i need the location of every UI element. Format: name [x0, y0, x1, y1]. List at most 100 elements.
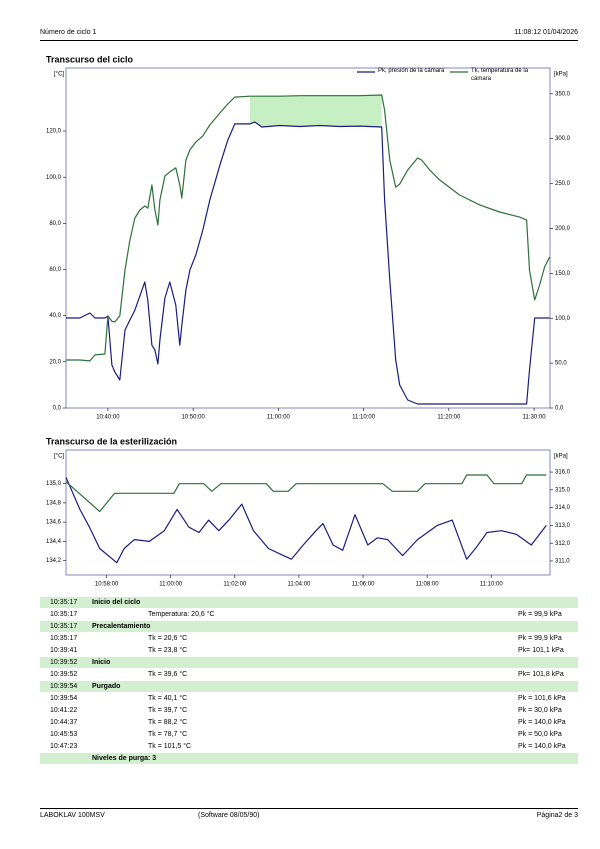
y-tick-label: 0,0 [53, 406, 62, 412]
x-tick-label: 11:20:00 [437, 415, 461, 421]
header-rule [40, 40, 578, 41]
x-tick-label: 10:40:00 [96, 415, 120, 421]
legend-label: Tk, temperatura de la cámara [471, 68, 529, 82]
y-tick-label: 120,0 [46, 129, 62, 135]
row-temperature: Tk = 39,7 °C [148, 707, 188, 714]
section-bar [40, 597, 578, 608]
row-pressure: Pk = 30,0 kPa [518, 707, 562, 714]
row-pressure: Pk = 140,0 kPa [518, 743, 566, 750]
plot-frame [65, 67, 551, 409]
y2-axis-unit: [kPa] [554, 72, 568, 78]
section-bar [40, 621, 578, 632]
row-time: 10:35:17 [50, 635, 78, 642]
row-time: 10:41:22 [50, 707, 78, 714]
purge-summary: Niveles de purga: 3 [92, 755, 157, 762]
legend-entry: Pk, presión de la cámara [378, 68, 445, 74]
y2-tick-label: 314,0 [555, 505, 571, 511]
x-tick-label: 11:30:00 [523, 415, 547, 421]
row-temperature: Tk = 101,5 °C [148, 743, 192, 750]
y-tick-label: 134,8 [46, 500, 62, 506]
y2-tick-label: 0,0 [555, 406, 564, 412]
y-tick-label: 40,0 [49, 313, 61, 319]
x-tick-label: 11:06:00 [352, 582, 376, 588]
x-tick-label: 11:00:00 [159, 582, 183, 588]
row-temperature: Tk = 23,8 °C [148, 647, 188, 654]
chart-title: Transcurso del ciclo [46, 54, 134, 64]
legend-entry: Tk, temperatura de la cámara [471, 68, 529, 82]
row-temperature: Tk = 39,6 °C [148, 671, 188, 678]
charts: Transcurso del ciclo [°C] [kPa] 0,0 20,0 40,0… [46, 54, 571, 588]
chart-title: Transcurso de la esterilización [46, 436, 177, 446]
y-tick-label: 134,2 [46, 558, 62, 564]
x-tick-label: 11:10:00 [352, 415, 376, 421]
row-time: 10:39:52 [50, 671, 78, 678]
summary-bar [40, 753, 578, 764]
row-pressure: Pk = 99,9 kPa [518, 611, 562, 618]
y2-tick-label: 311,0 [555, 559, 570, 565]
cycle-number: Número de ciclo 1 [40, 29, 97, 36]
section-bar [40, 657, 578, 668]
row-pressure: Pk= 101,1 kPa [518, 647, 564, 654]
series-line [65, 474, 547, 513]
section-time: 10:39:52 [50, 659, 78, 666]
y-tick-label: 20,0 [49, 359, 61, 365]
device-name: LABOKLAV 100MSV [40, 812, 105, 819]
x-tick-label: 11:02:00 [223, 582, 247, 588]
y2-tick-label: 312,0 [555, 541, 571, 547]
row-pressure: Pk = 50,0 kPa [518, 731, 562, 738]
series-line [66, 121, 550, 405]
print-datetime: 11:08:12 01/04/2026 [514, 29, 578, 36]
row-temperature: Tk = 88,2 °C [148, 719, 188, 726]
y2-tick-label: 200,0 [555, 226, 571, 232]
y2-tick-label: 315,0 [555, 487, 571, 493]
x-tick-label: 10:58:00 [95, 582, 119, 588]
row-pressure: Pk= 101,8 kPa [518, 671, 564, 678]
section-title: Precalentamiento [92, 623, 151, 630]
section-bar [40, 681, 578, 692]
footer-rule [40, 808, 578, 809]
row-time: 10:35:17 [50, 611, 78, 618]
section-time: 10:35:17 [50, 623, 78, 630]
y2-axis-unit: [kPa] [554, 454, 568, 460]
row-temperature: Tk = 78,7 °C [148, 731, 188, 738]
y-tick-label: 134,6 [46, 520, 62, 526]
y-tick-label: 80,0 [49, 221, 61, 227]
section-title: Inicio del ciclo [92, 599, 141, 606]
row-pressure: Pk = 101,6 kPa [518, 695, 566, 702]
x-tick-label: 11:10:00 [480, 582, 504, 588]
y2-tick-label: 350,0 [555, 91, 571, 97]
x-tick-label: 11:00:00 [267, 415, 291, 421]
series-line [65, 477, 547, 564]
y-tick-label: 134,4 [46, 539, 62, 545]
row-time: 10:45:53 [50, 731, 78, 738]
y-tick-label: 100,0 [46, 175, 62, 181]
row-time: 10:39:41 [50, 647, 78, 654]
x-tick-label: 10:50:00 [181, 415, 205, 421]
x-tick-label: 11:08:00 [416, 582, 440, 588]
phase-band [249, 95, 382, 127]
plot-frame [65, 449, 551, 576]
section-title: Inicio [92, 659, 111, 666]
row-time: 10:44:37 [50, 719, 78, 726]
y-axis-unit: [°C] [54, 454, 64, 460]
y2-tick-label: 313,0 [555, 523, 571, 529]
section-title: Purgado [92, 683, 121, 690]
row-time: 10:47:23 [50, 743, 78, 750]
section-time: 10:35:17 [50, 599, 78, 606]
x-tick-label: 11:04:00 [287, 582, 311, 588]
page-number: Página2 de 3 [536, 812, 578, 819]
y-tick-label: 60,0 [49, 267, 61, 273]
y-axis-unit: [°C] [54, 72, 64, 78]
row-temperature: Tk = 20,6 °C [148, 635, 188, 642]
y2-tick-label: 316,0 [555, 470, 571, 476]
row-pressure: Pk = 99,9 kPa [518, 635, 562, 642]
series-line [66, 94, 551, 362]
row-time: 10:39:54 [50, 695, 78, 702]
y2-tick-label: 300,0 [555, 136, 571, 142]
section-time: 10:39:54 [50, 683, 78, 690]
legend-label: Pk, presión de la cámara [378, 68, 445, 74]
y2-tick-label: 50,0 [555, 361, 567, 367]
y2-tick-label: 100,0 [555, 316, 571, 322]
y2-tick-label: 250,0 [555, 181, 571, 187]
